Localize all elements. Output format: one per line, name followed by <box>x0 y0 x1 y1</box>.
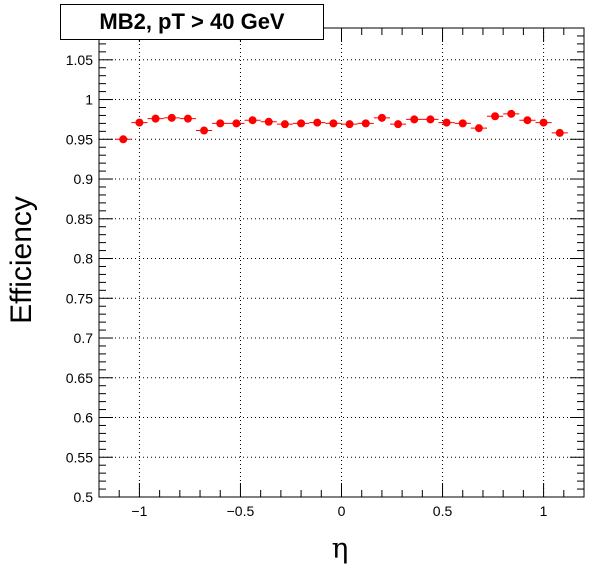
y-tick-label: 0.9 <box>74 171 94 187</box>
point-marker <box>264 117 273 126</box>
x-tick-label: −0.5 <box>227 503 255 519</box>
x-tick-label: 1 <box>540 503 548 519</box>
point-marker <box>119 135 128 144</box>
point-marker <box>539 118 548 127</box>
point-marker <box>377 113 386 122</box>
point-marker <box>361 119 370 128</box>
data-point <box>406 115 423 124</box>
data-point <box>454 119 471 128</box>
y-tick-label: 0.5 <box>74 489 94 505</box>
data-point <box>212 119 229 128</box>
data-point <box>179 114 196 123</box>
point-marker <box>523 116 532 125</box>
y-tick-label: 0.95 <box>66 131 93 147</box>
point-marker <box>555 128 564 137</box>
chart-title: MB2, pT > 40 GeV <box>60 4 324 40</box>
data-point <box>503 109 520 118</box>
tick-labels: −1 −0.5 0 0.5 1 0.5 0.55 0.6 0.65 0.7 0.75 0.8 0.85 0… <box>66 52 548 519</box>
data-points <box>115 109 568 144</box>
grid-lines <box>99 28 584 498</box>
point-marker <box>507 109 516 118</box>
y-axis-label: Efficiency <box>5 196 38 324</box>
data-point <box>470 124 487 133</box>
data-point <box>309 118 326 127</box>
plot-frame <box>98 27 585 498</box>
data-point <box>276 120 293 129</box>
data-point <box>487 112 504 121</box>
data-point <box>131 118 148 127</box>
x-tick-label: 0 <box>338 503 346 519</box>
y-tick-label: 0.85 <box>66 211 93 227</box>
x-axis-label: η <box>331 531 349 565</box>
data-point <box>196 126 213 135</box>
point-marker <box>248 116 257 125</box>
data-point <box>373 113 390 122</box>
point-marker <box>135 118 144 127</box>
point-marker <box>426 115 435 124</box>
y-tick-label: 1.05 <box>66 52 93 68</box>
point-marker <box>183 114 192 123</box>
point-marker <box>329 119 338 128</box>
point-marker <box>458 119 467 128</box>
point-marker <box>345 120 354 129</box>
point-marker <box>313 118 322 127</box>
y-tick-label: 0.6 <box>74 410 94 426</box>
data-point <box>519 116 536 125</box>
point-marker <box>394 120 403 129</box>
data-point <box>260 117 277 126</box>
point-marker <box>474 124 483 133</box>
axis-ticks <box>98 27 585 498</box>
y-tick-label: 0.8 <box>74 251 94 267</box>
point-marker <box>216 119 225 128</box>
point-marker <box>442 118 451 127</box>
data-point <box>244 116 261 125</box>
point-marker <box>200 126 209 135</box>
point-marker <box>491 112 500 121</box>
point-marker <box>410 115 419 124</box>
data-point <box>341 120 358 129</box>
data-point <box>438 118 455 127</box>
data-point <box>422 115 439 124</box>
y-tick-label: 1 <box>85 92 93 108</box>
data-point <box>551 128 568 137</box>
data-point <box>293 119 310 128</box>
data-point <box>115 135 132 144</box>
y-tick-label: 0.75 <box>66 290 93 306</box>
point-marker <box>280 120 289 129</box>
data-point <box>325 119 342 128</box>
x-tick-label: −1 <box>131 503 147 519</box>
point-marker <box>297 119 306 128</box>
data-point <box>357 119 374 128</box>
y-tick-label: 0.55 <box>66 449 93 465</box>
point-marker <box>232 119 241 128</box>
x-tick-label: 0.5 <box>433 503 453 519</box>
y-tick-label: 0.7 <box>74 330 94 346</box>
data-point <box>147 114 164 123</box>
data-point <box>535 118 552 127</box>
point-marker <box>167 113 176 122</box>
y-tick-label: 0.65 <box>66 370 93 386</box>
data-point <box>228 119 245 128</box>
point-marker <box>151 114 160 123</box>
plot-border <box>98 27 585 498</box>
data-point <box>163 113 180 122</box>
data-point <box>390 120 407 129</box>
